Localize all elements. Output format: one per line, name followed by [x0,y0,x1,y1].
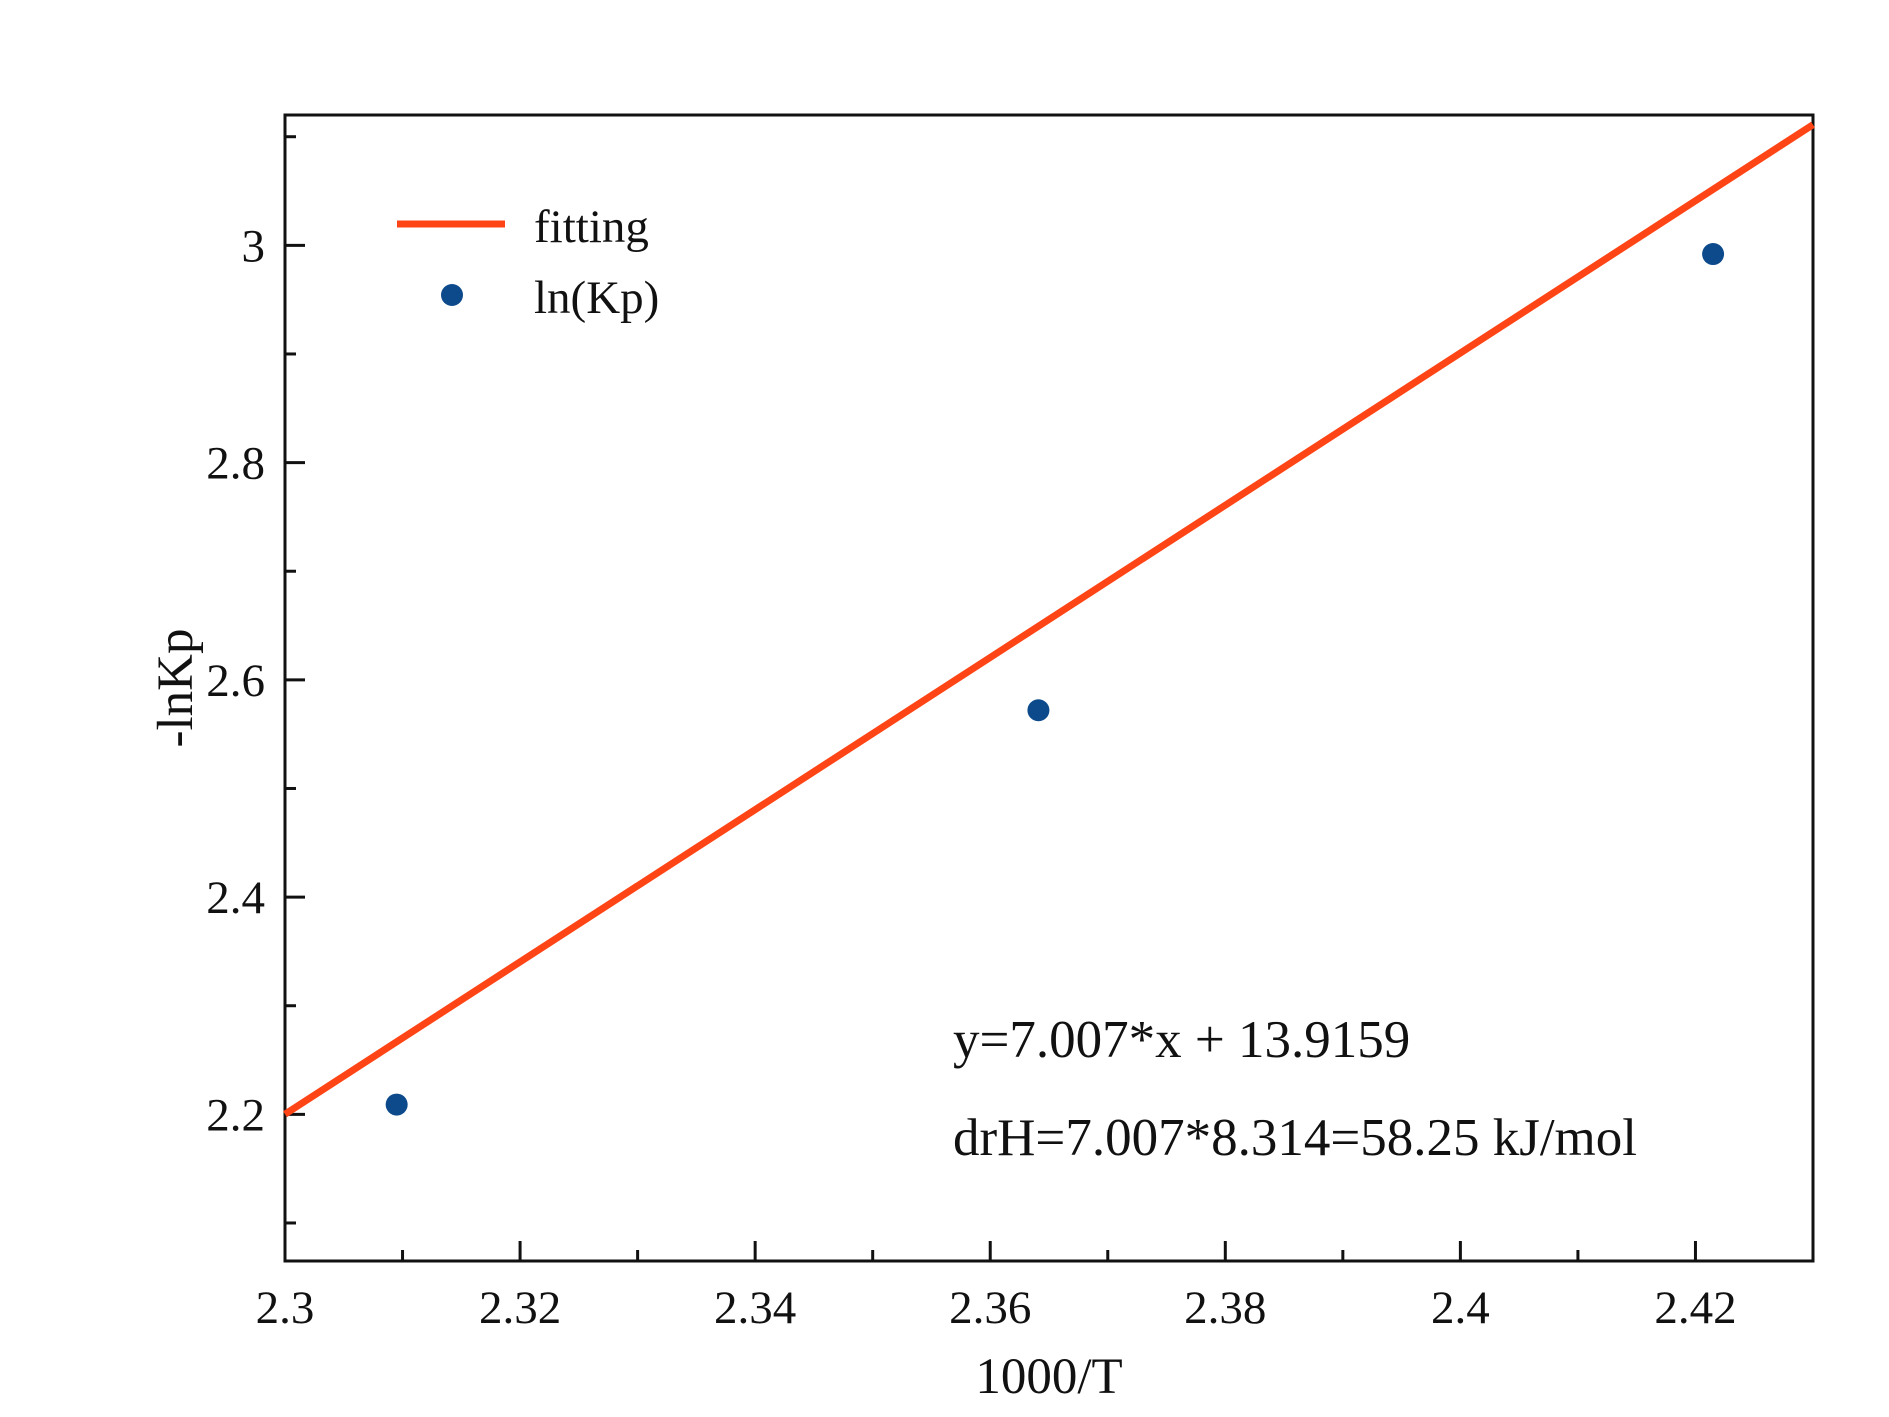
x-axis-ticks: 2.3 2.32 2.34 2.36 2.38 2.4 2.42 [256,1241,1815,1334]
x-tick-label: 2.32 [479,1282,561,1334]
data-point [1702,243,1725,266]
y-axis-label: -lnKp [148,629,204,748]
series-layer [283,121,1815,1118]
y-axis-ticks: 2.2 2.4 2.6 2.8 3 [206,135,305,1225]
y-tick-label: 2.2 [206,1089,265,1141]
y-tick-label: 2.6 [206,655,265,707]
legend-label-lnkp: ln(Kp) [534,272,659,324]
y-tick-label: 2.8 [206,438,265,490]
data-point [1027,699,1050,722]
fitting-line [283,121,1815,1118]
data-point [385,1093,408,1116]
x-tick-label: 2.42 [1654,1282,1736,1334]
y-tick-label: 3 [242,220,266,272]
x-tick-label: 2.4 [1431,1282,1490,1334]
x-tick-label: 2.34 [714,1282,796,1334]
legend-marker-swatch [441,284,463,306]
plot-frame [283,113,1815,1263]
x-tick-label: 2.36 [949,1282,1031,1334]
x-tick-label: 2.3 [256,1282,315,1334]
fit-equation-annotation: y=7.007*x + 13.9159 [953,1011,1410,1069]
x-tick-label: 2.38 [1184,1282,1266,1334]
y-tick-label: 2.4 [206,872,265,924]
enthalpy-annotation: drH=7.007*8.314=58.25 kJ/mol [953,1109,1637,1167]
legend: fitting ln(Kp) [397,201,659,324]
x-axis-label: 1000/T [975,1349,1122,1405]
legend-label-fitting: fitting [534,201,649,253]
